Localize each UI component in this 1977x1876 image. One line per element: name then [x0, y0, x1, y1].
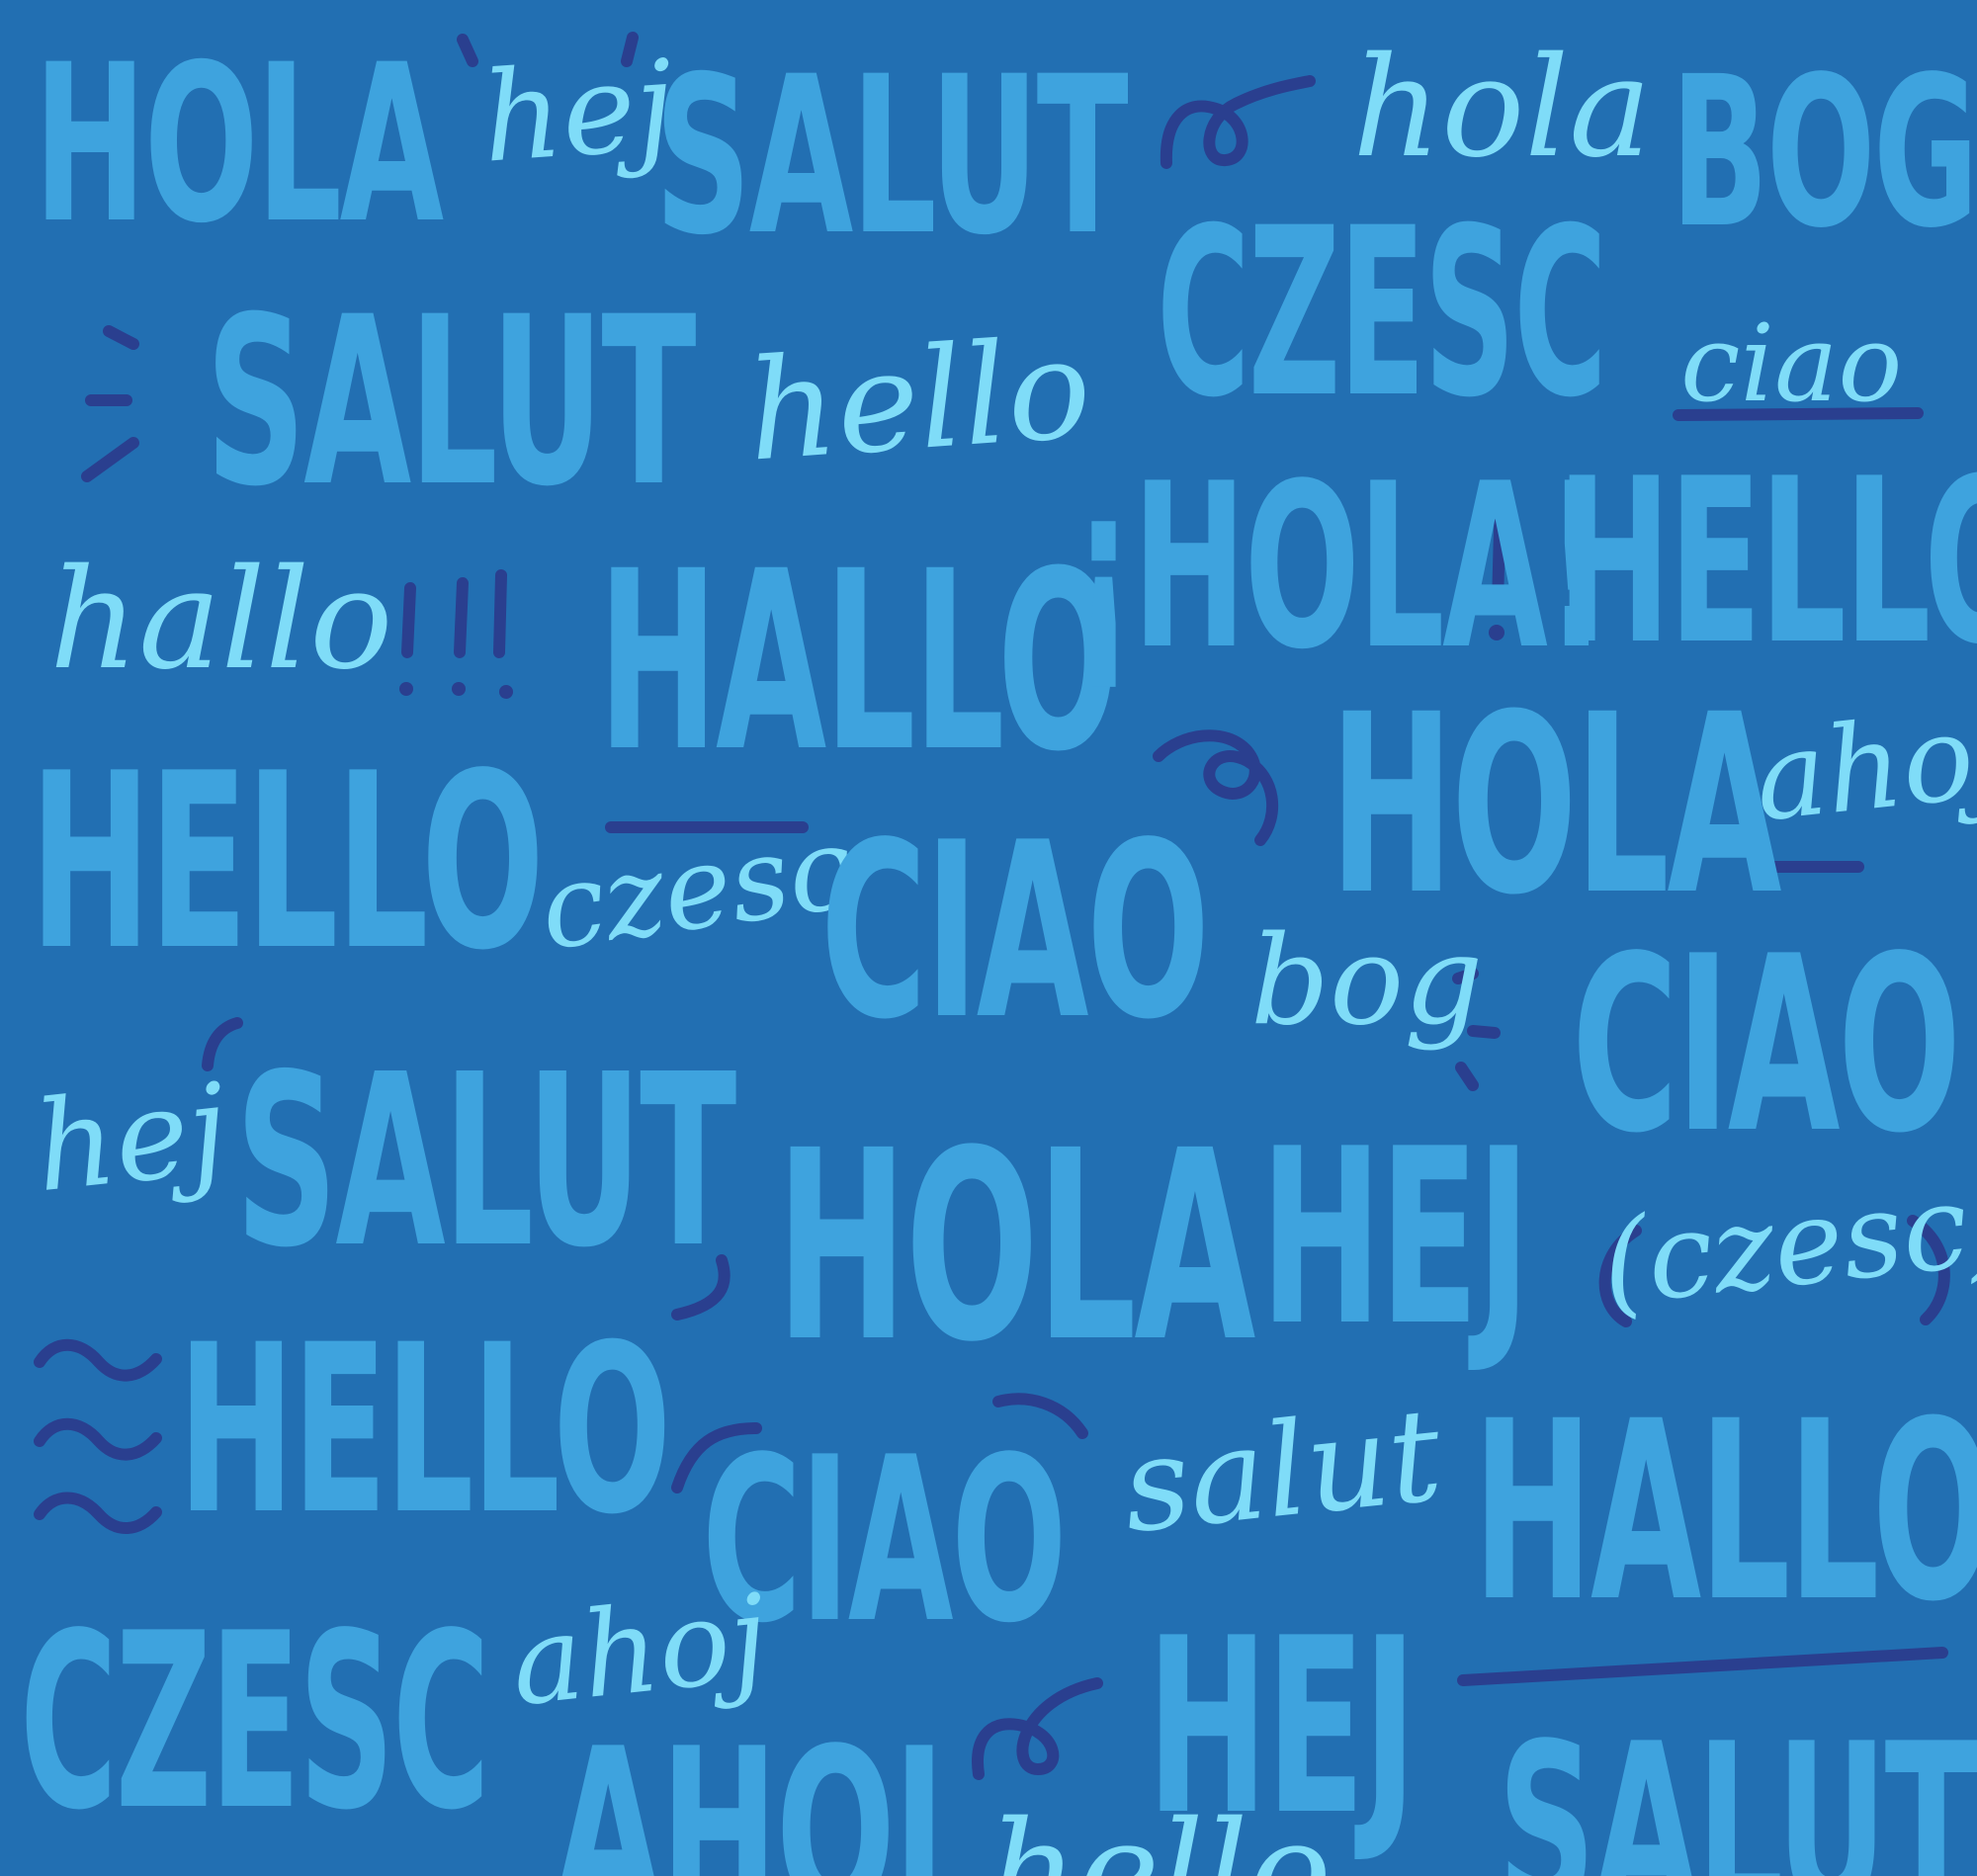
wave-doodle — [34, 1338, 162, 1382]
greeting-word: HOLA — [776, 1095, 1255, 1400]
greeting-word: SALUT — [235, 1023, 736, 1300]
wave-doodle — [34, 1492, 162, 1534]
greeting-word: HELLO — [1557, 431, 1977, 695]
greeting-word: SALUT — [654, 30, 1129, 283]
greeting-word: hallo — [49, 540, 393, 701]
greeting-word: salut — [1115, 1379, 1448, 1563]
greeting-word: ¡HOLA! — [1073, 436, 1607, 700]
greeting-word: HEJ — [1260, 1097, 1530, 1379]
underline — [1457, 1647, 1948, 1686]
greeting-word: HELLO — [178, 1296, 671, 1566]
greeting-word: HOLA — [1330, 661, 1782, 949]
greeting-word: AHOJ — [554, 1701, 946, 1876]
wave-doodle — [34, 1417, 162, 1461]
greeting-word: hola — [1352, 28, 1652, 189]
greeting-word: HOLA — [34, 18, 444, 271]
greeting-word: ahoj — [1748, 685, 1977, 849]
accent-dash — [103, 325, 139, 350]
greeting-word: hello — [742, 307, 1096, 493]
swirl-doodle — [972, 1677, 1103, 1780]
greeting-word: SALUT — [1498, 1696, 1977, 1876]
greeting-word: HEJ — [1147, 1586, 1417, 1868]
greeting-word: ciao — [1680, 302, 1903, 426]
accent-dash — [457, 34, 478, 67]
greeting-word: CZESC — [1157, 179, 1607, 449]
accent-dash — [1455, 1062, 1479, 1091]
greeting-word: CIAO — [820, 791, 1210, 1072]
greeting-word: SALUT — [206, 268, 697, 538]
greeting-word: bog — [1250, 909, 1484, 1053]
greeting-word: HALLO — [598, 518, 1119, 806]
greeting-word: CZESC — [20, 1581, 490, 1863]
greeting-word: hej — [477, 34, 679, 191]
greeting-word: hello — [988, 1792, 1332, 1876]
exclaim-stroke — [493, 569, 507, 658]
greeting-word: CIAO — [1572, 904, 1961, 1186]
exclaim-dot — [499, 685, 513, 699]
greeting-word: BOG — [1671, 32, 1977, 274]
exclaim-dot — [399, 682, 413, 696]
greeting-word: HELLO — [30, 722, 545, 1003]
greeting-word: CIAO — [702, 1409, 1068, 1673]
exclaim-stroke — [454, 577, 469, 658]
greeting-word: czesc — [532, 802, 861, 977]
greeting-word: (czesc) — [1594, 1152, 1977, 1332]
greeting-word: hej — [28, 1057, 234, 1221]
swirl-doodle — [1160, 75, 1316, 169]
exclaim-dot — [452, 682, 466, 696]
accent-dash — [81, 437, 139, 482]
greeting-word: HALLO — [1473, 1368, 1977, 1656]
exclaim-stroke — [401, 582, 416, 658]
